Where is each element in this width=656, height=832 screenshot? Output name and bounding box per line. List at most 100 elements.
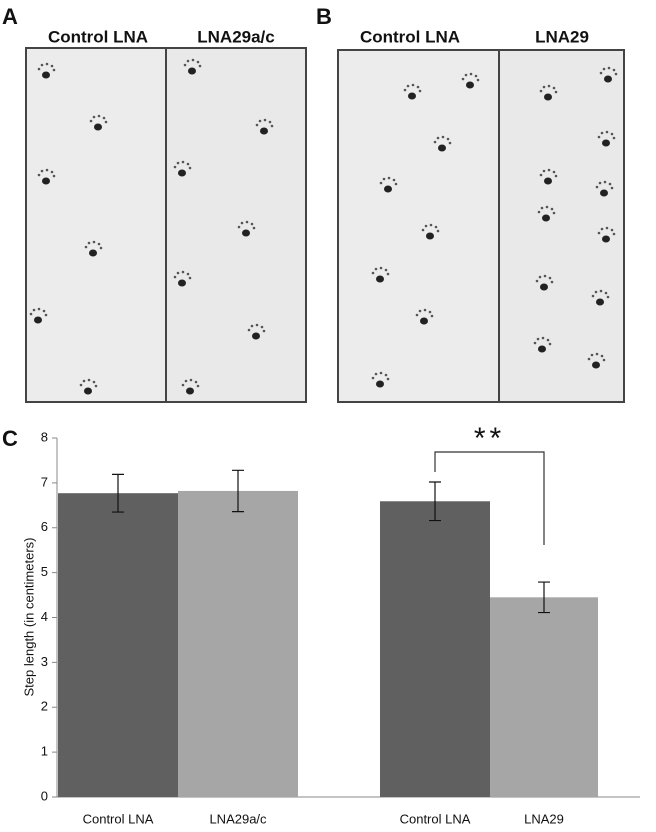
toe [545,205,549,209]
toe [418,89,422,93]
paw [84,387,92,395]
paw [42,71,50,79]
toe [186,162,190,166]
toe [591,294,595,298]
toe [384,373,388,377]
toe [40,63,44,67]
toe [184,379,188,383]
panel-a-photo [25,47,307,403]
paw [592,361,600,369]
paw [34,316,42,324]
toe [550,207,554,211]
toe [533,341,537,345]
toe [423,308,427,312]
toe [436,136,440,140]
toe [82,379,86,383]
toe [552,86,556,90]
toe [392,178,396,182]
toe [255,123,259,127]
toe [600,131,604,135]
paw [178,169,186,177]
y-tick-label: 2 [41,699,48,714]
toe [599,71,603,75]
toe [550,280,554,284]
bar [380,501,490,797]
toe [198,64,202,68]
toe [461,77,465,81]
toe [386,272,390,276]
toe [537,210,541,214]
toe [89,119,93,123]
toe [421,228,425,232]
toe [42,309,46,313]
toe [173,165,177,169]
toe [605,130,609,134]
toe [92,115,96,119]
lane-label: Control LNA [360,27,460,46]
toe [608,182,612,186]
bar [178,490,298,797]
toe [474,74,478,78]
toe [476,78,480,82]
y-tick-label: 7 [41,474,48,489]
toe [374,372,378,376]
toe [600,227,604,231]
error-bar [232,469,244,513]
toe [441,135,445,139]
toe [384,268,388,272]
toe [250,222,254,226]
toe [52,68,56,72]
paw [42,177,50,185]
toe [548,342,552,346]
toe [597,135,601,139]
toe [245,220,249,224]
annotation: ** [474,422,505,455]
toe [387,176,391,180]
toe [542,85,546,89]
toe [99,246,103,250]
toe [181,383,185,387]
toe [186,272,190,276]
paw [384,185,392,193]
lane-label: LNA29 [535,27,589,46]
toe [587,357,591,361]
x-tick-label: Control LNA [400,811,471,826]
toe [604,291,608,295]
toe [464,73,468,77]
panel-label: C [2,426,18,451]
paw-prints [29,58,618,395]
toe [45,168,49,172]
toe [554,90,558,94]
lane-label: LNA29a/c [197,27,274,46]
toe [50,64,54,68]
toe [188,276,192,280]
toe [540,206,544,210]
toe [176,271,180,275]
toe [394,182,398,186]
paw [540,283,548,291]
paw [376,380,384,388]
toe [548,276,552,280]
toe [543,274,547,278]
significance-bracket [434,451,545,545]
toe [191,58,195,62]
y-tick-label: 1 [41,744,48,759]
paw [544,93,552,101]
toe [379,181,383,185]
error-bar [538,581,550,614]
paw [438,144,446,152]
toe [539,173,543,177]
toe [45,62,49,66]
toe [37,67,41,71]
paw [178,279,186,287]
toe [250,324,254,328]
paw [596,298,604,306]
toe [418,309,422,313]
toe [379,371,383,375]
toe [598,181,602,185]
toe [386,377,390,381]
error-bar [112,473,124,513]
lane-label: Control LNA [48,27,148,46]
toe [416,85,420,89]
toe [262,329,266,333]
